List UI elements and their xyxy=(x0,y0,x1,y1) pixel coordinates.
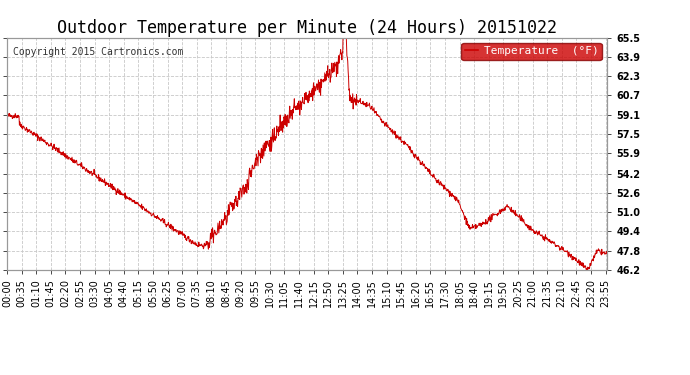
Legend: Temperature  (°F): Temperature (°F) xyxy=(462,43,602,60)
Title: Outdoor Temperature per Minute (24 Hours) 20151022: Outdoor Temperature per Minute (24 Hours… xyxy=(57,20,557,38)
Text: Copyright 2015 Cartronics.com: Copyright 2015 Cartronics.com xyxy=(13,47,184,57)
